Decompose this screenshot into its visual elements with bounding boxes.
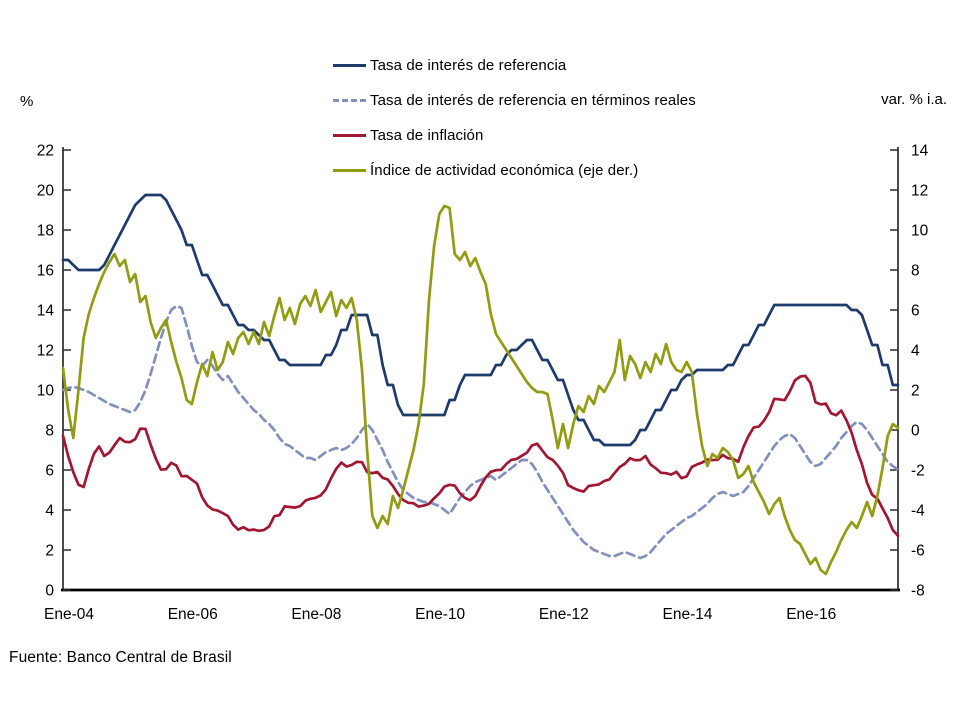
left-axis-tick-label: 18 xyxy=(37,223,54,240)
left-axis-unit-label: % xyxy=(20,93,34,110)
right-axis-tick-label: 2 xyxy=(911,383,920,400)
right-axis-tick-label: 14 xyxy=(911,143,929,160)
left-axis-tick-label: 12 xyxy=(37,343,54,360)
policy-rate-line xyxy=(61,193,900,447)
legend-label: Tasa de interés de referencia en término… xyxy=(370,91,696,109)
economic-activity-line xyxy=(61,204,900,576)
left-axis-tick-label: 0 xyxy=(45,583,54,600)
left-axis-tick-label: 10 xyxy=(37,383,55,400)
legend-item-inflation-line: Tasa de inflación xyxy=(333,125,696,145)
legend-swatch-real-policy-rate-line xyxy=(333,98,366,102)
right-axis-tick-label: -4 xyxy=(911,503,925,520)
legend-label: Índice de actividad económica (eje der.) xyxy=(370,161,639,179)
left-axis-tick-label: 4 xyxy=(45,503,54,520)
right-axis-tick-label: 10 xyxy=(911,223,929,240)
x-axis-label: Ene-04 xyxy=(44,606,94,623)
left-axis-tick-label: 22 xyxy=(37,143,54,160)
right-axis-tick-label: -6 xyxy=(911,543,925,560)
x-axis-label: Ene-16 xyxy=(786,606,836,623)
right-axis-tick-label: 4 xyxy=(911,343,920,360)
x-axis-label: Ene-12 xyxy=(539,606,589,623)
right-axis-tick-label: 0 xyxy=(911,423,920,440)
left-axis-tick-label: 6 xyxy=(45,463,54,480)
right-axis-tick-label: 12 xyxy=(911,183,928,200)
right-axis-tick-label: 8 xyxy=(911,263,920,280)
legend-item-policy-rate-line: Tasa de interés de referencia xyxy=(333,55,696,75)
right-axis-tick-label: -2 xyxy=(911,463,925,480)
legend-label: Tasa de inflación xyxy=(370,126,484,144)
right-axis-tick-label: 6 xyxy=(911,303,920,320)
x-axis-label: Ene-06 xyxy=(168,606,218,623)
x-axis-label: Ene-08 xyxy=(291,606,341,623)
right-axis-tick-label: -8 xyxy=(911,583,925,600)
legend-swatch-policy-rate-line xyxy=(333,63,366,67)
left-axis-tick-label: 20 xyxy=(37,183,55,200)
real-policy-rate-line xyxy=(61,304,900,560)
legend-item-economic-activity-line: Índice de actividad económica (eje der.) xyxy=(333,160,696,180)
legend-swatch-inflation-line xyxy=(333,133,366,137)
left-axis-tick-label: 8 xyxy=(45,423,54,440)
x-axis-label: Ene-10 xyxy=(415,606,465,623)
left-axis-tick-label: 16 xyxy=(37,263,54,280)
x-axis-label: Ene-14 xyxy=(663,606,713,623)
left-axis-tick-label: 14 xyxy=(37,303,55,320)
right-axis-unit-label: var. % i.a. xyxy=(881,91,947,108)
legend-swatch-economic-activity-line xyxy=(333,168,366,172)
legend-label: Tasa de interés de referencia xyxy=(370,56,567,74)
source-note: Fuente: Banco Central de Brasil xyxy=(9,649,232,666)
legend-item-real-policy-rate-line: Tasa de interés de referencia en término… xyxy=(333,90,696,110)
inflation-line xyxy=(61,374,900,538)
left-axis-tick-label: 2 xyxy=(45,543,54,560)
legend: Tasa de interés de referencia Tasa de int… xyxy=(333,55,696,195)
